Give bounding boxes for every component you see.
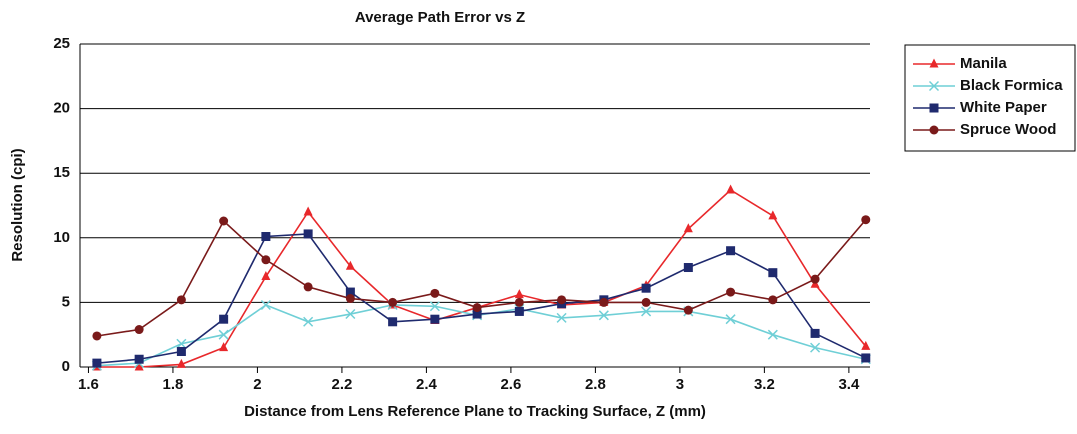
legend-marker: [929, 103, 939, 113]
data-point: [345, 294, 355, 304]
data-point: [345, 308, 356, 320]
data-point: [514, 297, 524, 307]
legend-marker: [929, 58, 939, 68]
data-point: [176, 295, 186, 305]
data-point: [726, 287, 736, 297]
series-line: [96, 188, 867, 368]
data-point: [345, 260, 355, 270]
data-point: [176, 358, 186, 368]
data-point: [514, 289, 524, 299]
data-point: [260, 299, 271, 311]
x-tick-label: 2: [253, 376, 261, 393]
data-point: [641, 297, 651, 307]
x-tick-label: 2.6: [500, 376, 521, 393]
data-point: [303, 206, 313, 216]
y-tick-label: 20: [53, 100, 70, 117]
x-tick-label: 1.8: [163, 376, 184, 393]
data-point: [599, 297, 609, 307]
data-point: [345, 287, 355, 297]
data-point: [683, 305, 693, 315]
data-point: [261, 271, 271, 281]
y-axis-label: Resolution (cpi): [9, 148, 26, 261]
legend-label: Black Formica: [960, 77, 1063, 94]
x-tick-label: 3.4: [838, 376, 860, 393]
y-tick-label: 15: [53, 164, 70, 181]
data-point: [430, 314, 440, 324]
data-point: [683, 263, 693, 273]
data-point: [430, 288, 440, 298]
data-point: [303, 229, 313, 239]
x-tick-label: 2.8: [585, 376, 606, 393]
legend-label: Manila: [960, 55, 1007, 72]
x-tick-label: 3: [676, 376, 684, 393]
data-point: [768, 268, 778, 278]
data-point: [810, 274, 820, 284]
data-point: [176, 338, 187, 349]
y-tick-label: 25: [53, 35, 70, 52]
y-tick-label: 10: [53, 229, 70, 246]
legend-marker: [929, 125, 939, 135]
x-tick-label: 3.2: [754, 376, 775, 393]
data-point: [767, 329, 778, 340]
chart-title: Average Path Error vs Z: [355, 9, 525, 26]
x-tick-label: 2.2: [331, 376, 352, 393]
data-point: [598, 310, 609, 321]
data-point: [219, 342, 229, 352]
data-point: [861, 340, 871, 350]
data-point: [134, 361, 144, 371]
data-point: [429, 301, 440, 312]
data-point: [134, 354, 144, 364]
legend-label: White Paper: [960, 99, 1047, 116]
x-tick-label: 1.6: [78, 376, 99, 393]
data-point: [261, 232, 271, 242]
data-point: [641, 283, 651, 293]
data-point: [641, 306, 652, 317]
data-point: [303, 282, 313, 292]
x-tick-label: 2.4: [416, 376, 438, 393]
data-point: [726, 184, 736, 194]
series-line: [96, 233, 867, 364]
data-point: [472, 309, 482, 319]
data-point: [218, 329, 229, 340]
legend-label: Spruce Wood: [960, 121, 1056, 138]
data-point: [388, 317, 398, 327]
data-point: [92, 358, 102, 368]
data-point: [92, 331, 102, 341]
data-point: [472, 303, 482, 313]
data-point: [514, 306, 524, 316]
data-point: [556, 312, 567, 323]
data-point: [134, 325, 144, 335]
data-point: [219, 314, 229, 324]
data-point: [303, 316, 314, 327]
data-point: [388, 297, 398, 307]
x-axis-label: Distance from Lens Reference Plane to Tr…: [244, 403, 706, 420]
data-point: [683, 223, 693, 233]
data-point: [219, 216, 229, 226]
data-point: [725, 314, 736, 325]
data-point: [810, 328, 820, 338]
data-point: [861, 353, 871, 363]
y-tick-label: 5: [62, 293, 70, 310]
data-point: [768, 210, 778, 220]
y-tick-label: 0: [62, 358, 70, 375]
data-point: [557, 295, 567, 305]
data-point: [726, 246, 736, 256]
data-point: [810, 342, 821, 353]
data-point: [176, 346, 186, 356]
legend-marker: [928, 80, 940, 92]
data-point: [861, 215, 871, 225]
data-point: [261, 255, 271, 265]
data-point: [768, 295, 778, 305]
